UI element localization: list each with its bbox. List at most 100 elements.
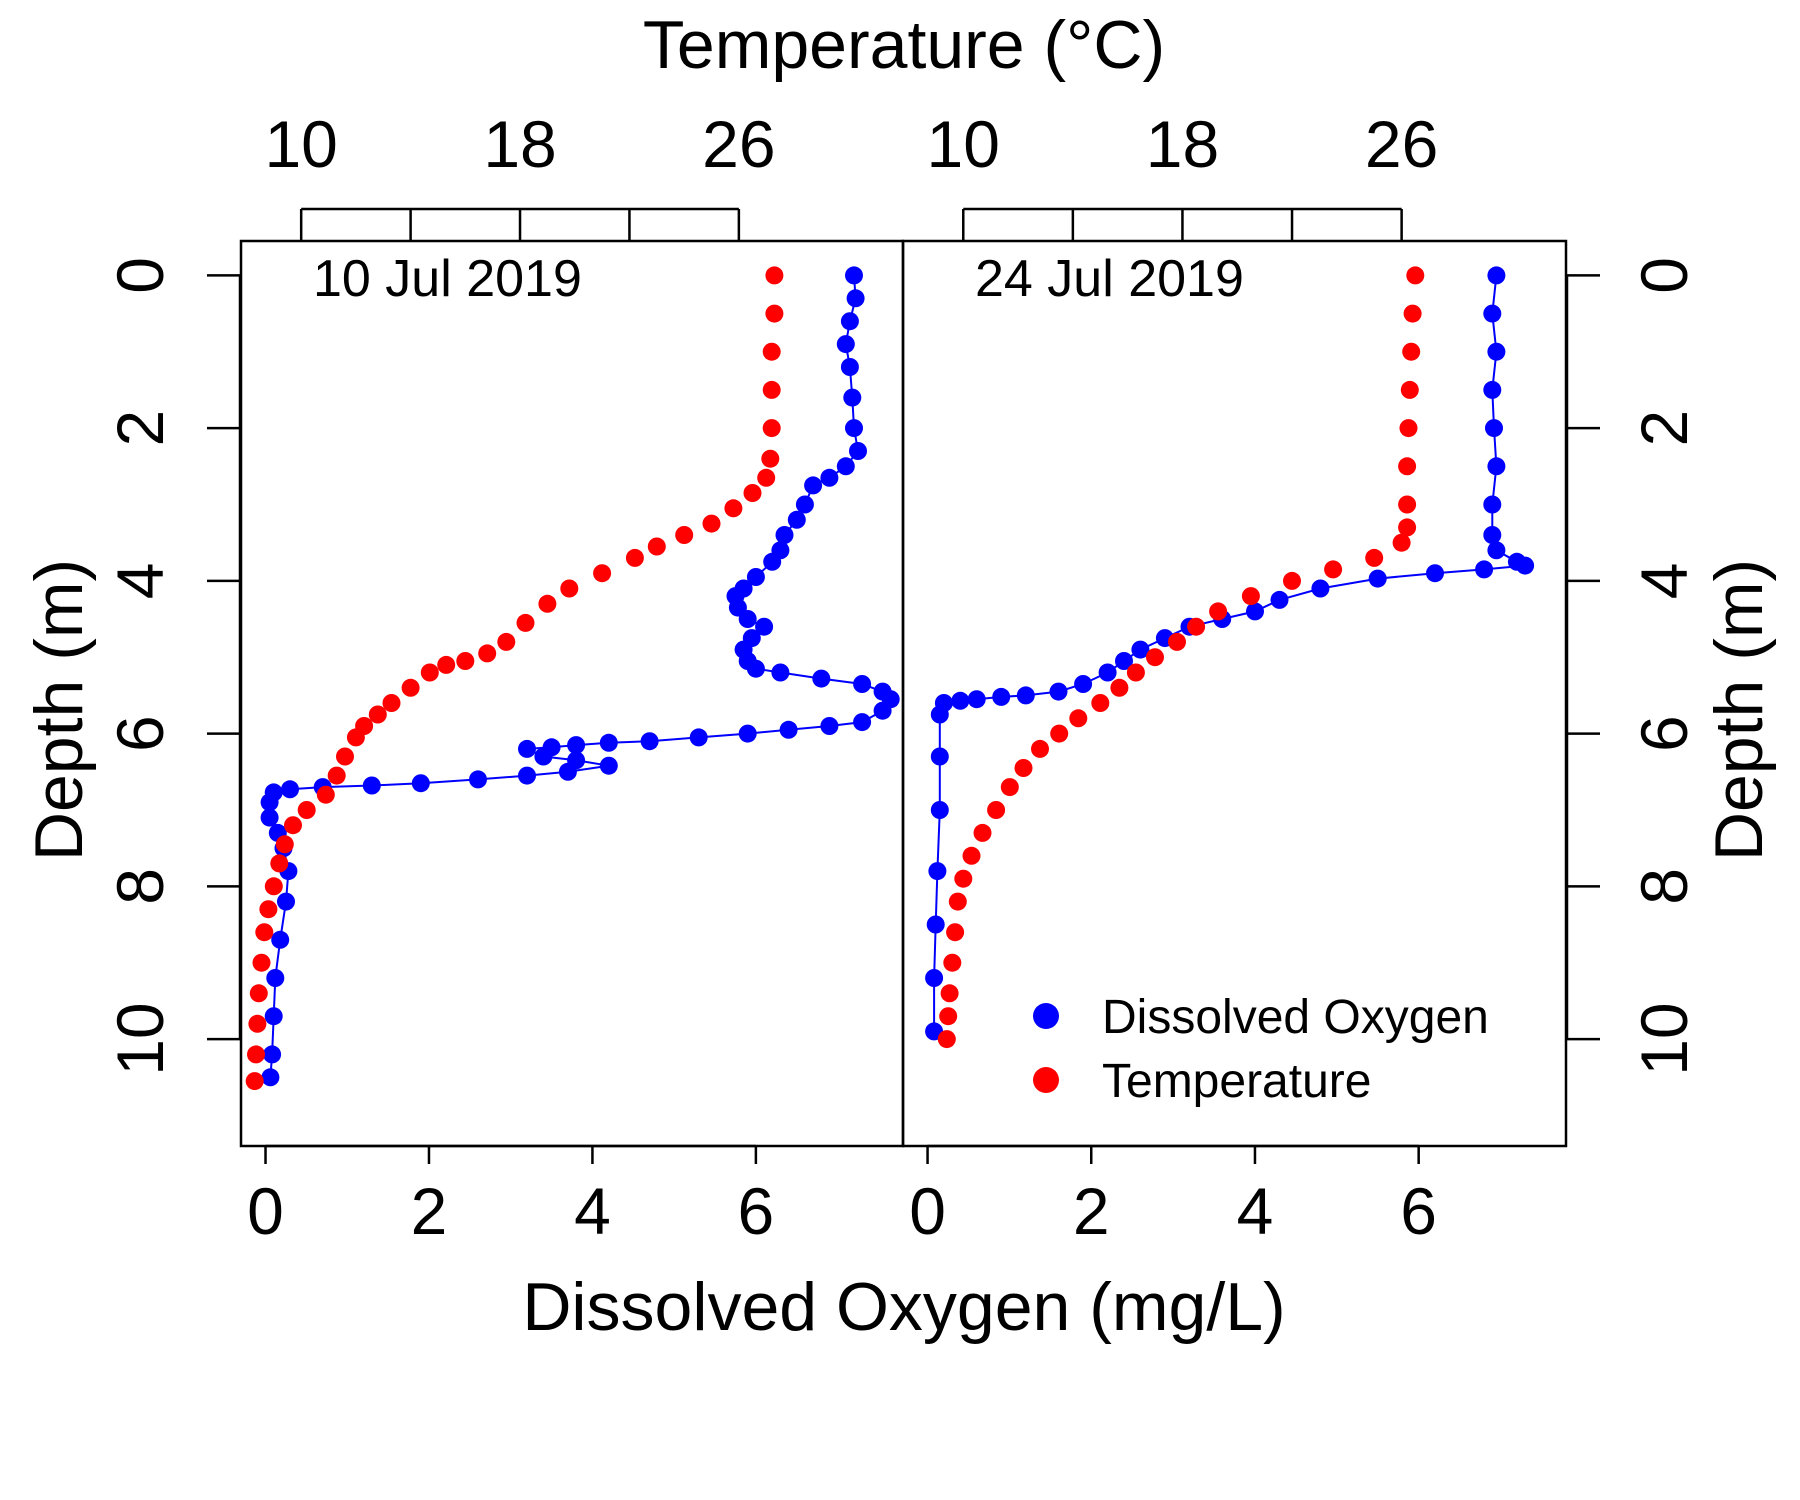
temperature-point (560, 579, 579, 598)
oxygen-point (804, 476, 823, 495)
oxygen-point (1426, 564, 1444, 583)
temperature-point (1209, 602, 1228, 621)
oxygen-point (1485, 419, 1503, 438)
temperature-point (401, 678, 420, 697)
oxygen-point (845, 419, 863, 438)
oxygen-point (277, 892, 295, 911)
temperature-point (743, 484, 762, 502)
oxygen-point (930, 705, 949, 724)
right-tick-label: 2 (1627, 410, 1701, 447)
oxygen-point (362, 776, 381, 795)
oxygen-point (1475, 560, 1494, 579)
oxygen-point (812, 669, 831, 688)
oxygen-point (925, 969, 944, 987)
oxygen-point (518, 766, 536, 785)
temperature-point (757, 468, 776, 487)
oxygen-point (755, 617, 774, 636)
oxygen-point (853, 675, 872, 693)
oxygen-point (840, 358, 859, 376)
oxygen-point (260, 793, 279, 812)
temperature-point (962, 846, 981, 865)
temperature-point (336, 747, 354, 766)
oxygen-point (1016, 686, 1035, 705)
oxygen-point (928, 862, 947, 881)
oxygen-point (1516, 556, 1535, 575)
temperature-point (497, 632, 516, 651)
oxygen-point (763, 552, 782, 571)
oxygen-point (599, 733, 618, 752)
temperature-point (1050, 724, 1069, 743)
oxygen-point (820, 717, 839, 735)
temperature-point (316, 785, 335, 804)
temperature-point (1324, 560, 1343, 579)
temperature-point (1241, 587, 1260, 606)
temperature-point (275, 835, 294, 854)
oxygen-point (1483, 526, 1502, 544)
temperature-point (1398, 495, 1417, 514)
oxygen-point (967, 690, 986, 709)
oxygen-point (1311, 579, 1330, 598)
top-tick-label: 10 (927, 107, 1000, 181)
temperature-point (1126, 663, 1145, 682)
oxygen-point (558, 762, 577, 781)
oxygen-point (1487, 541, 1506, 560)
temperature-point (1392, 533, 1411, 552)
temperature-point (948, 892, 967, 911)
temperature-point (516, 613, 535, 632)
top-axis-title: Temperature (°C) (643, 7, 1165, 83)
oxygen-point (738, 724, 757, 743)
oxygen-point (689, 728, 708, 747)
temperature-point (647, 537, 666, 556)
temperature-point (437, 655, 456, 674)
oxygen-point (567, 736, 586, 755)
temperature-point (593, 564, 612, 583)
oxygen-point (1483, 380, 1502, 399)
temperature-point (270, 854, 289, 873)
temperature-point (1014, 759, 1033, 777)
temperature-point (538, 594, 557, 613)
left-tick-label: 8 (103, 868, 177, 905)
temperature-point (1146, 648, 1164, 667)
top-tick-label: 26 (1365, 107, 1438, 181)
oxygen-point (746, 568, 765, 586)
temperature-point (1400, 380, 1419, 399)
oxygen-point (820, 468, 839, 487)
temperature-point (284, 816, 302, 835)
oxygen-point (840, 312, 859, 331)
temperature-point (1399, 419, 1418, 438)
oxygen-point (266, 969, 285, 987)
oxygen-point (873, 701, 892, 720)
temperature-point (249, 984, 268, 1003)
temperature-point (765, 266, 784, 285)
temperature-point (1031, 739, 1049, 758)
temperature-point (1402, 342, 1421, 361)
legend-marker-oxygen (1033, 1003, 1059, 1029)
legend-label: Temperature (1102, 1055, 1371, 1108)
oxygen-point (795, 495, 814, 514)
bottom-tick-label: 6 (1400, 1174, 1437, 1248)
oxygen-point (930, 801, 949, 819)
oxygen-point (845, 266, 863, 285)
oxygen-point (926, 915, 945, 934)
oxygen-point (1049, 682, 1068, 701)
temperature-point (327, 766, 346, 785)
temperature-point (252, 953, 271, 972)
top-tick-label: 18 (483, 107, 556, 181)
oxygen-point (1487, 342, 1506, 361)
oxygen-point (951, 691, 970, 710)
panel-label: 10 Jul 2019 (313, 250, 582, 308)
temperature-point (456, 652, 475, 670)
temperature-point (940, 984, 959, 1003)
oxygen-point (836, 335, 855, 354)
temperature-point (675, 526, 694, 544)
temperature-point (1091, 694, 1110, 712)
temperature-point (1110, 678, 1129, 697)
temperature-point (1406, 266, 1425, 285)
oxygen-point (775, 526, 794, 544)
series-line-oxygen (933, 275, 1529, 1032)
legend-label: Dissolved Oxygen (1102, 991, 1489, 1044)
oxygen-point (930, 747, 949, 766)
top-tick-label: 18 (1146, 107, 1219, 181)
temperature-point (1000, 778, 1019, 797)
